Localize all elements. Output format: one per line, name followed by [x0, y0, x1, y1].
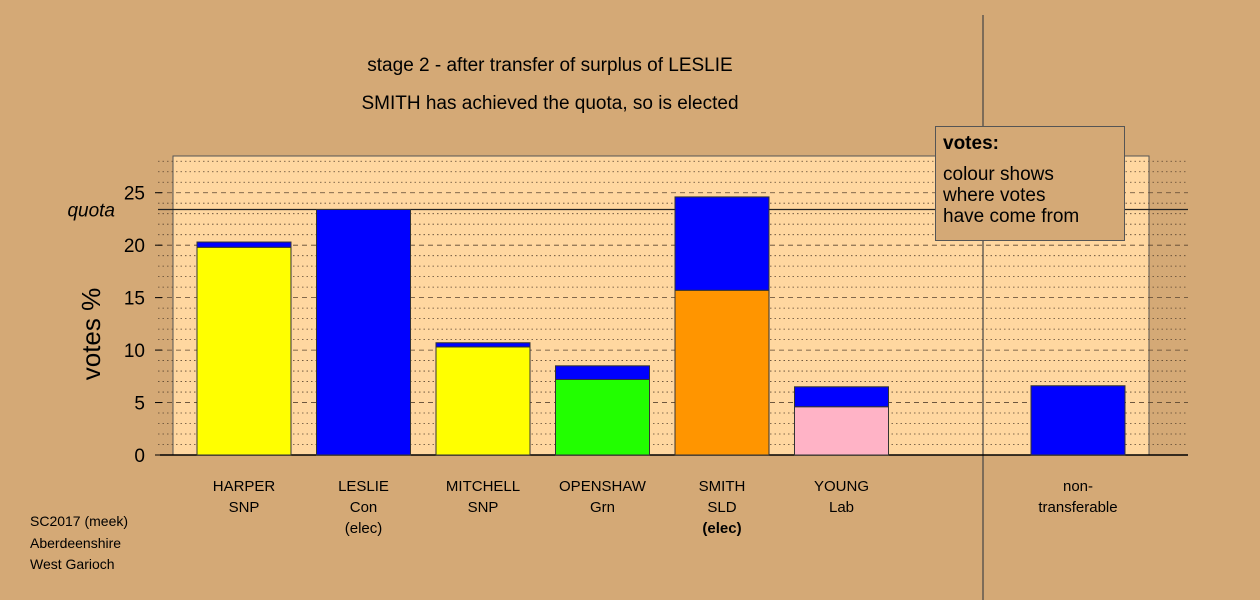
bar-nontransferable [1030, 385, 1126, 456]
x-tick-label-note: (elec) [345, 520, 383, 537]
footer-info: SC2017 (meek) Aberdeenshire West Garioch [30, 511, 128, 576]
x-tick-label-party: Con [350, 499, 378, 516]
y-tick-label: 0 [134, 446, 145, 467]
x-tick-label-party: SNP [229, 499, 260, 516]
y-tick-label: 5 [134, 394, 145, 415]
x-tick-label-name: OPENSHAW [559, 478, 647, 495]
bar-layer [196, 196, 1126, 456]
footer-line: West Garioch [30, 556, 115, 572]
x-tick-label-name: LESLIE [338, 478, 389, 495]
chart-subtitle: SMITH has achieved the quota, so is elec… [361, 93, 739, 114]
legend-line: have come from [943, 206, 1080, 227]
x-tick-label-party: SLD [707, 499, 736, 516]
bar-first-preferences [316, 209, 411, 456]
bar-transferred [674, 196, 770, 291]
x-tick-label-name: YOUNG [814, 478, 869, 495]
quota-label: quota [67, 201, 115, 222]
bar-first-preferences [674, 289, 770, 456]
x-tick-label-party: Lab [829, 499, 854, 516]
bar-transferred [555, 365, 650, 380]
bar-first-preferences [794, 406, 889, 456]
y-tick-label: 25 [124, 184, 145, 205]
x-tick-label-party: Grn [590, 499, 615, 516]
x-tick-label-name: HARPER [213, 478, 276, 495]
x-tick-label-nontransferable: non- [1063, 478, 1093, 495]
x-tick-label-name: SMITH [699, 478, 746, 495]
y-tick-label: 15 [124, 289, 145, 310]
y-axis-label: votes % [76, 288, 106, 381]
bar-transferred [196, 241, 292, 248]
chart-title: stage 2 - after transfer of surplus of L… [367, 55, 733, 76]
bar-first-preferences [435, 346, 531, 456]
axis-layer: 0 5 10 15 20 25 votes % quota [67, 15, 1188, 600]
label-layer: HARPER SNP LESLIE Con (elec) MITCHELL SNP OPENS… [213, 478, 1118, 537]
bar-transferred [435, 342, 531, 348]
bar-first-preferences [555, 378, 650, 456]
x-tick-label-party: SNP [468, 499, 499, 516]
x-tick-label-name: MITCHELL [446, 478, 520, 495]
y-tick-label: 20 [124, 236, 145, 257]
y-tick-label: 10 [124, 341, 145, 362]
legend-header: votes: [943, 133, 999, 154]
legend-line: colour shows [943, 164, 1054, 185]
legend-line: where votes [943, 185, 1046, 206]
bar-first-preferences [196, 246, 292, 456]
x-tick-label-nontransferable: transferable [1038, 499, 1117, 516]
x-tick-label-note: (elec) [702, 520, 741, 537]
footer-line: Aberdeenshire [30, 534, 122, 551]
legend: votes: colour shows where votes have com… [935, 126, 1125, 241]
footer-line: SC2017 (meek) [30, 513, 129, 529]
bar-transferred [794, 386, 889, 408]
